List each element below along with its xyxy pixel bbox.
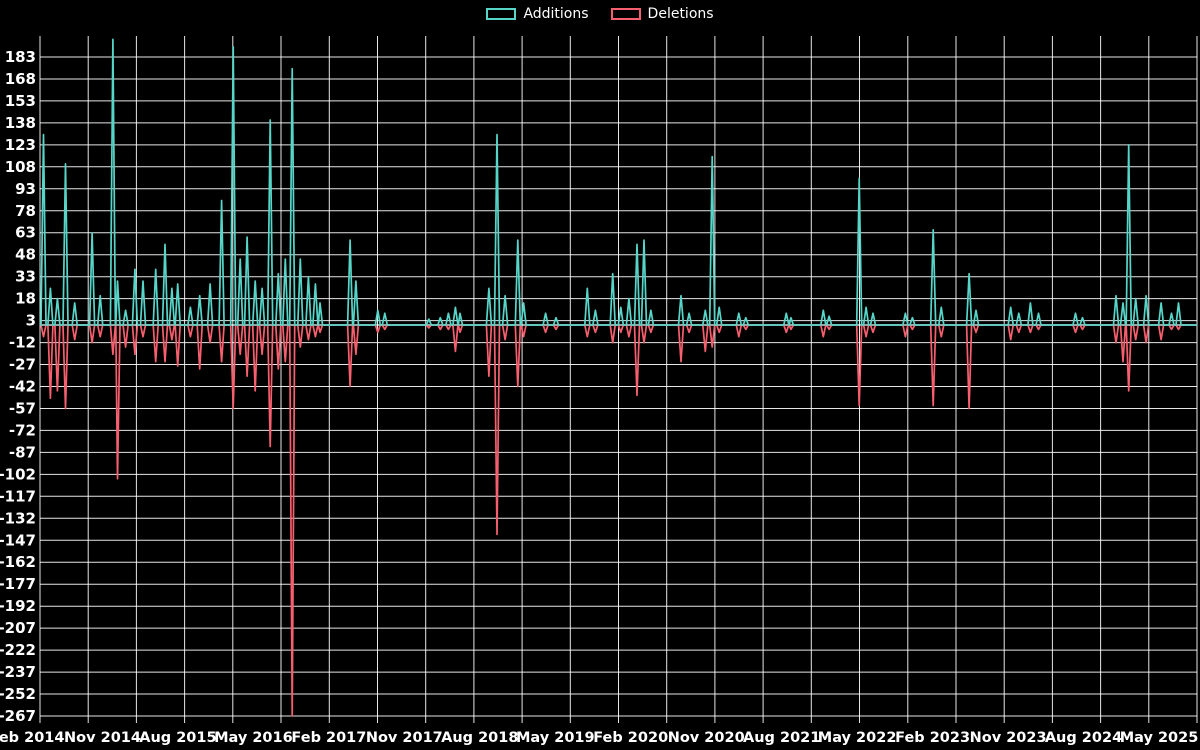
y-tick-label: 63 [15, 224, 36, 242]
y-tick-label: 18 [15, 290, 36, 308]
x-tick-label: May 2022 [818, 730, 897, 746]
y-tick-label: -237 [0, 663, 36, 681]
y-tick-label: -177 [0, 575, 36, 593]
y-tick-label: 48 [15, 246, 36, 264]
x-tick-label: Feb 2017 [291, 730, 366, 746]
y-tick-label: -42 [9, 378, 36, 396]
x-tick-label: May 2025 [1120, 730, 1199, 746]
y-tick-label: -102 [0, 465, 36, 483]
y-tick-label: -222 [0, 641, 36, 659]
y-tick-label: -192 [0, 597, 36, 615]
chart-legend: Additions Deletions [0, 7, 1200, 21]
x-tick-label: Feb 2020 [593, 730, 668, 746]
y-tick-label: 123 [5, 136, 36, 154]
y-tick-label: -57 [9, 400, 36, 418]
x-tick-label: Aug 2024 [1045, 730, 1122, 746]
y-tick-label: -252 [0, 685, 36, 703]
deletions-legend-label: Deletions [647, 6, 714, 22]
additions-series [40, 38, 1197, 326]
y-tick-label: 3 [26, 312, 36, 330]
y-tick-label: -267 [0, 707, 36, 725]
y-tick-label: -27 [9, 356, 36, 374]
legend-item-additions[interactable]: Additions [486, 6, 589, 22]
x-tick-label: Feb 2023 [895, 730, 970, 746]
y-tick-label: -72 [9, 421, 36, 439]
y-tick-label: -87 [9, 443, 36, 461]
x-tick-label: Nov 2017 [366, 730, 443, 746]
y-tick-label: 168 [5, 70, 36, 88]
y-tick-label: -132 [0, 509, 36, 527]
x-tick-label: May 2019 [516, 730, 595, 746]
x-tick-label: Nov 2023 [970, 730, 1047, 746]
y-tick-label: 78 [15, 202, 36, 220]
x-tick-label: Aug 2015 [139, 730, 216, 746]
y-tick-label: -162 [0, 553, 36, 571]
x-tick-label: Nov 2020 [668, 730, 745, 746]
y-tick-label: -207 [0, 619, 36, 637]
y-tick-label: -147 [0, 531, 36, 549]
x-tick-label: Aug 2018 [441, 730, 518, 746]
y-tick-label: -117 [0, 487, 36, 505]
y-tick-label: 93 [15, 180, 36, 198]
y-tick-label: 183 [5, 48, 36, 66]
y-tick-label: 108 [5, 158, 36, 176]
y-tick-label: -12 [9, 334, 36, 352]
y-tick-label: 153 [5, 92, 36, 110]
legend-item-deletions[interactable]: Deletions [610, 6, 714, 22]
y-tick-label: 33 [15, 268, 36, 286]
x-tick-label: Nov 2014 [64, 730, 141, 746]
x-tick-label: May 2016 [214, 730, 293, 746]
x-tick-label: Aug 2021 [743, 730, 820, 746]
y-tick-label: 138 [5, 114, 36, 132]
deletions-swatch [610, 8, 641, 20]
additions-swatch [486, 8, 517, 20]
x-tick-label: Feb 2014 [0, 730, 64, 746]
additions-legend-label: Additions [523, 6, 589, 22]
